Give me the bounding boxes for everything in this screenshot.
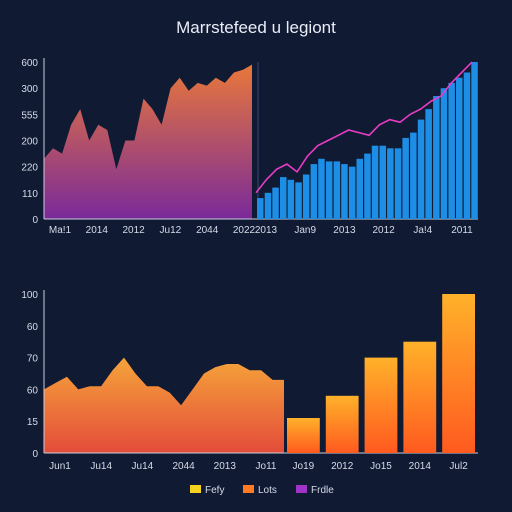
line-series (255, 61, 473, 194)
x-tick-label: Jan9 (294, 225, 316, 236)
x-tick-label: 2013 (214, 461, 237, 472)
bar (394, 148, 402, 219)
x-tick-label: 2014 (409, 461, 432, 472)
x-tick-label: 2012 (331, 461, 354, 472)
bar (402, 137, 409, 219)
x-tick-label: 2044 (172, 461, 195, 472)
x-tick-label: 2011 (451, 225, 473, 236)
y-tick-label: 300 (21, 84, 38, 95)
bar (425, 109, 432, 219)
bar (463, 72, 471, 219)
legend-swatch (296, 485, 307, 493)
x-tick-label: Jo15 (370, 461, 392, 472)
bar (456, 77, 463, 219)
bar (264, 192, 272, 219)
x-tick-label: 2013 (333, 225, 356, 236)
x-tick-label: Jo11 (256, 461, 277, 472)
y-tick-label: 0 (32, 449, 38, 460)
x-tick-label: Jo19 (293, 461, 315, 472)
area-series-bottom-left (44, 357, 284, 453)
bar (442, 294, 475, 453)
x-tick-label: Ju14 (90, 461, 112, 472)
x-tick-label: Ma!1 (49, 225, 72, 236)
bar (280, 177, 287, 219)
bar (272, 187, 279, 219)
bar (364, 357, 398, 453)
bar (448, 82, 455, 220)
y-tick-label: 70 (27, 354, 39, 365)
bar (379, 145, 386, 219)
bar (371, 145, 379, 219)
y-tick-label: 200 (21, 137, 38, 148)
x-tick-label: Ja!4 (413, 225, 432, 236)
legend-label: Lots (258, 485, 277, 496)
bar (364, 153, 371, 219)
legend-label: Frdle (311, 485, 334, 496)
x-tick-label: Ju14 (132, 461, 154, 472)
bar (471, 62, 478, 219)
bar (325, 395, 359, 453)
bar (341, 164, 348, 219)
bar (325, 161, 333, 219)
y-tick-label: 220 (21, 163, 38, 174)
y-tick-label: 15 (27, 417, 39, 428)
y-tick-label: 60 (27, 322, 39, 333)
bar (310, 164, 318, 219)
area-series-top-left (44, 64, 252, 219)
x-tick-label: 2014 (86, 225, 109, 236)
y-tick-label: 600 (21, 58, 38, 69)
x-tick-label: 2044 (196, 225, 219, 236)
chart-title: Marrstefeed u legiont (176, 18, 336, 37)
x-tick-label: Jun1 (49, 461, 71, 472)
y-tick-label: 0 (32, 215, 38, 226)
y-tick-label: 60 (27, 385, 39, 396)
bar (387, 148, 394, 219)
y-tick-label: 110 (22, 189, 38, 200)
legend-swatch (243, 485, 254, 493)
bar (410, 132, 417, 219)
bar (433, 96, 440, 219)
x-tick-label: Jul2 (449, 461, 468, 472)
bar (348, 166, 356, 219)
y-tick-label: 100 (21, 290, 38, 301)
y-tick-label: 555 (21, 110, 38, 121)
bar (295, 182, 302, 219)
bar (333, 161, 341, 219)
x-tick-label: 2012 (372, 225, 395, 236)
legend-swatch (190, 485, 201, 493)
bar (417, 119, 425, 219)
bar (318, 158, 325, 219)
bar (287, 179, 295, 220)
bar (257, 198, 264, 219)
bar (287, 418, 320, 453)
x-tick-label: 2013 (255, 225, 278, 236)
legend-label: Fefy (205, 485, 224, 496)
bar (356, 158, 363, 219)
x-tick-label: 2012 (122, 225, 145, 236)
bar (302, 174, 310, 219)
x-tick-label: Ju12 (160, 225, 182, 236)
bar (403, 341, 437, 453)
bar (440, 88, 448, 219)
x-tick-label: 2022 (233, 225, 256, 236)
